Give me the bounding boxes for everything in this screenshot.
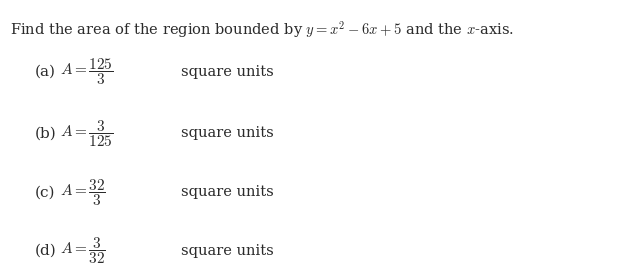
Text: (a): (a) [35,65,56,79]
Text: $A = \dfrac{3}{32}$: $A = \dfrac{3}{32}$ [60,235,106,266]
Text: square units: square units [181,244,274,258]
Text: $A = \dfrac{32}{3}$: $A = \dfrac{32}{3}$ [60,177,106,208]
Text: square units: square units [181,185,274,199]
Text: (b): (b) [35,127,57,140]
Text: square units: square units [181,127,274,140]
Text: $A = \dfrac{3}{125}$: $A = \dfrac{3}{125}$ [60,118,114,149]
Text: (d): (d) [35,244,57,258]
Text: (c): (c) [35,185,55,199]
Text: $A = \dfrac{125}{3}$: $A = \dfrac{125}{3}$ [60,57,114,88]
Text: square units: square units [181,65,274,79]
Text: Find the area of the region bounded by $y = x^2 - 6x + 5$ and the $x$-axis.: Find the area of the region bounded by $… [10,19,513,40]
